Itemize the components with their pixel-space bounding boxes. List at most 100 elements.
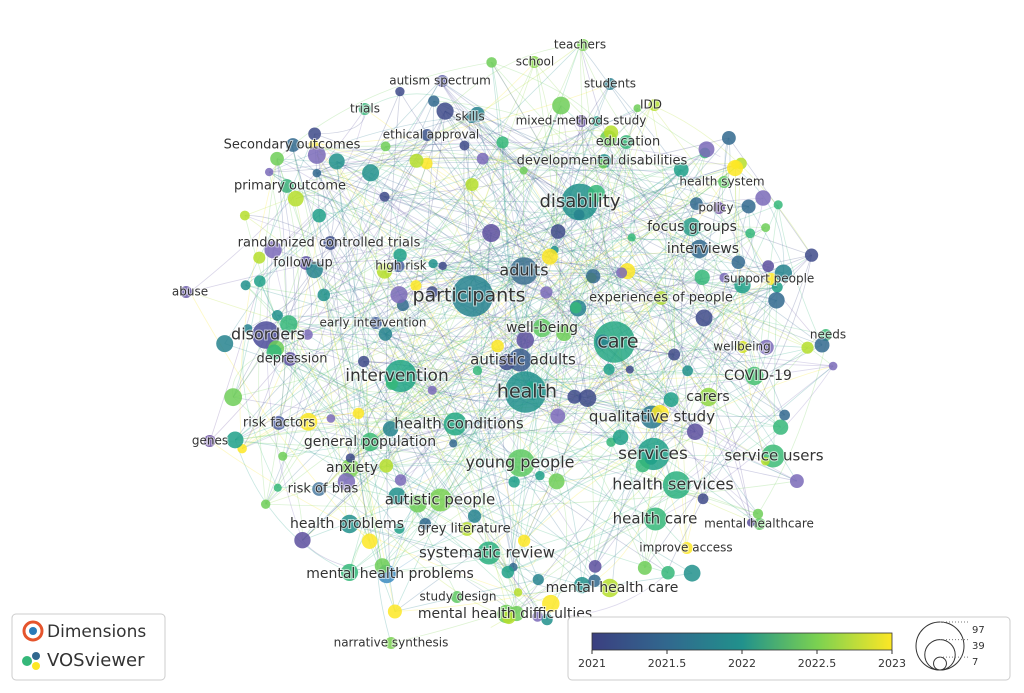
edge <box>426 161 749 207</box>
node <box>552 96 570 115</box>
edge <box>384 270 725 295</box>
node <box>643 507 667 531</box>
edge <box>302 262 515 483</box>
edge <box>277 486 465 530</box>
node <box>352 407 365 420</box>
edge <box>372 270 525 324</box>
edge <box>396 341 603 497</box>
edge <box>316 172 492 234</box>
edge <box>471 184 644 466</box>
node <box>734 277 751 294</box>
node <box>699 387 718 407</box>
node <box>745 366 764 386</box>
edge <box>323 142 503 296</box>
edge <box>233 270 525 398</box>
node <box>633 104 642 113</box>
edge <box>189 108 366 293</box>
edge <box>432 263 538 617</box>
edge <box>587 346 743 399</box>
edge <box>390 584 583 644</box>
node <box>651 405 669 423</box>
vosviewer-icon <box>22 656 32 666</box>
edge <box>302 203 697 264</box>
node <box>627 233 636 242</box>
size-label: 39 <box>972 641 985 652</box>
node <box>260 499 271 509</box>
node <box>588 559 602 573</box>
node-label: autistic people <box>385 491 495 509</box>
edge <box>370 172 823 346</box>
edge <box>580 120 662 299</box>
edge <box>316 172 433 391</box>
edge <box>546 413 661 620</box>
edge <box>385 345 498 466</box>
edge <box>384 237 632 273</box>
edge <box>366 196 385 443</box>
node <box>385 377 398 390</box>
edge <box>273 110 446 353</box>
edge <box>620 354 675 438</box>
edge <box>517 193 597 593</box>
edge <box>314 133 492 234</box>
edge <box>399 170 524 256</box>
edge <box>232 196 385 398</box>
edge <box>579 44 596 567</box>
node <box>697 493 709 505</box>
edge <box>350 369 631 459</box>
edge <box>265 163 428 505</box>
node <box>682 365 693 377</box>
edge <box>482 158 565 334</box>
edge <box>556 83 611 232</box>
node <box>673 162 689 178</box>
color-tick-label: 2021 <box>578 657 606 670</box>
node <box>239 210 250 221</box>
edge <box>581 152 706 586</box>
edge <box>426 61 536 164</box>
edge <box>610 132 752 523</box>
edge <box>358 272 622 414</box>
edge <box>523 365 834 542</box>
node <box>765 273 778 285</box>
edge <box>245 284 371 443</box>
edge <box>364 93 478 115</box>
node <box>388 487 406 505</box>
edge <box>276 158 296 424</box>
edge <box>247 328 596 567</box>
edge <box>757 334 829 515</box>
edge <box>384 137 729 198</box>
edge <box>474 327 543 517</box>
edge <box>439 80 704 250</box>
node <box>625 365 634 374</box>
edge <box>399 254 760 525</box>
edge <box>593 275 743 296</box>
edge <box>272 249 359 414</box>
edge <box>288 323 370 542</box>
edge <box>323 268 784 296</box>
node-label: health problems <box>290 516 404 532</box>
node-label: carers <box>686 389 729 405</box>
edge <box>241 415 332 449</box>
edge <box>291 144 383 566</box>
edge <box>654 365 834 520</box>
node <box>762 260 775 273</box>
node <box>203 435 216 447</box>
edge <box>417 307 577 504</box>
edge <box>476 114 759 515</box>
node <box>394 523 405 534</box>
edge <box>439 248 704 501</box>
node <box>358 103 371 115</box>
edge <box>390 286 778 430</box>
edge <box>425 475 541 526</box>
edge <box>209 134 432 442</box>
node-label: grey literature <box>417 522 510 537</box>
node <box>345 453 355 463</box>
logo-top: Dimensions <box>47 622 146 642</box>
edge <box>346 523 583 586</box>
node-label: disorders <box>231 325 305 344</box>
edge <box>757 204 779 377</box>
node-label: health conditions <box>394 415 524 433</box>
node-label: risk of bias <box>288 482 359 497</box>
node <box>567 389 582 404</box>
edge <box>302 262 312 335</box>
edge <box>232 173 318 398</box>
